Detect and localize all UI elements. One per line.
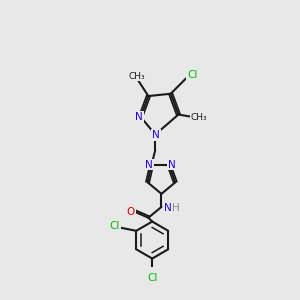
Text: H: H: [172, 203, 180, 213]
Text: Cl: Cl: [110, 221, 120, 231]
Text: CH₃: CH₃: [128, 71, 145, 80]
Text: N: N: [152, 130, 160, 140]
Text: N: N: [168, 160, 175, 170]
Text: N: N: [164, 203, 172, 213]
Text: N: N: [145, 160, 153, 170]
Text: O: O: [127, 207, 135, 217]
Text: CH₃: CH₃: [191, 113, 208, 122]
Text: Cl: Cl: [187, 70, 197, 80]
Text: Cl: Cl: [147, 273, 158, 283]
Text: N: N: [135, 112, 143, 122]
